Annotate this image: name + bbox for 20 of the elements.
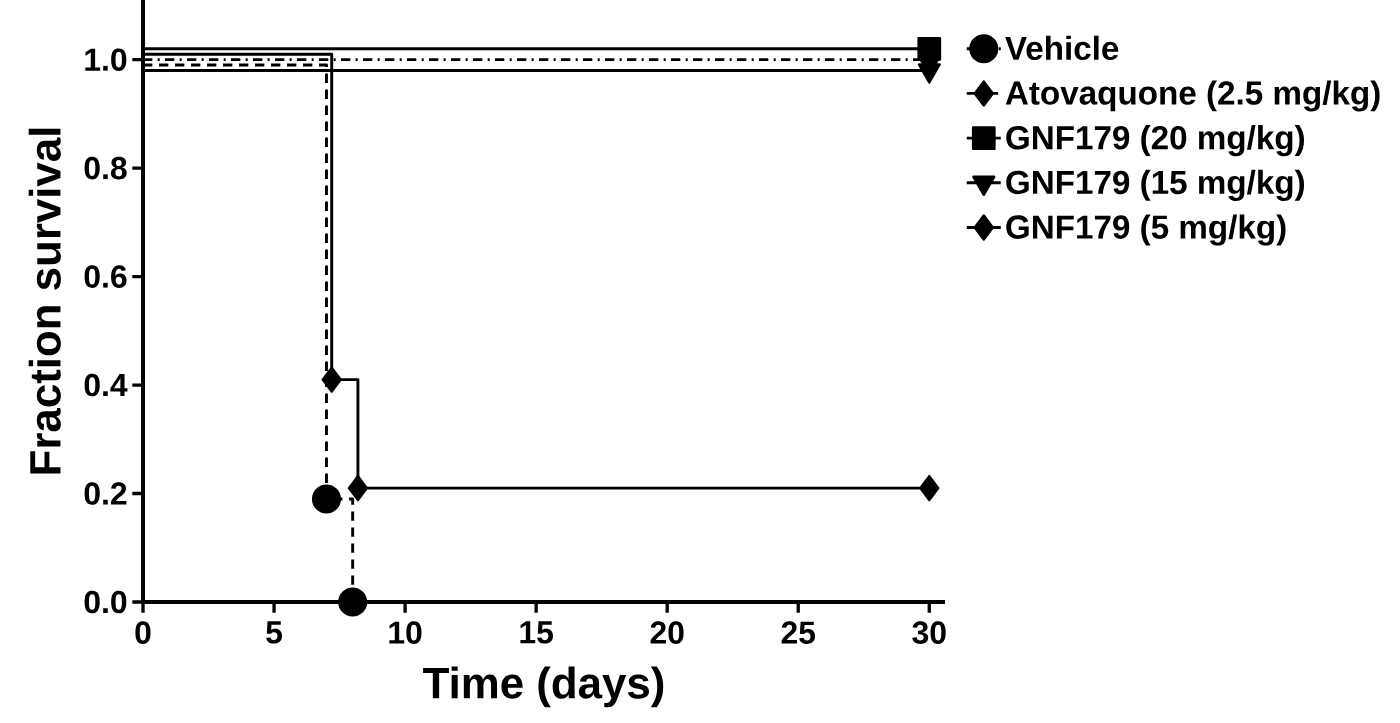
y-tick-label: 0.8: [84, 156, 127, 180]
y-axis-title: Fraction survival: [28, 128, 61, 474]
x-tick-label: 5: [266, 621, 283, 644]
legend-label: Atovaquone (2.5 mg/kg): [1005, 80, 1380, 112]
x-tick-label: 15: [520, 621, 553, 644]
y-tick-label: 0.0: [84, 590, 127, 614]
x-tick-label: 0: [135, 621, 151, 644]
x-tick-label: 25: [781, 621, 816, 644]
legend-label: Vehicle: [1005, 35, 1119, 61]
x-tick-label: 30: [912, 621, 946, 644]
x-tick-label: 10: [389, 621, 422, 644]
y-tick-label: 0.6: [84, 265, 127, 288]
legend-label: GNF179 (20 mg/kg): [1006, 125, 1305, 157]
x-tick-label: 20: [650, 621, 684, 644]
legend-label: GNF179 (5 mg/kg): [1006, 214, 1286, 246]
y-tick-label: 0.4: [84, 373, 128, 397]
x-axis-title: Time (days): [423, 666, 664, 708]
y-tick-label: 0.2: [84, 482, 127, 505]
y-tick-label: 1.0: [85, 48, 127, 71]
legend-label: GNF179 (15 mg/kg): [1006, 169, 1305, 201]
